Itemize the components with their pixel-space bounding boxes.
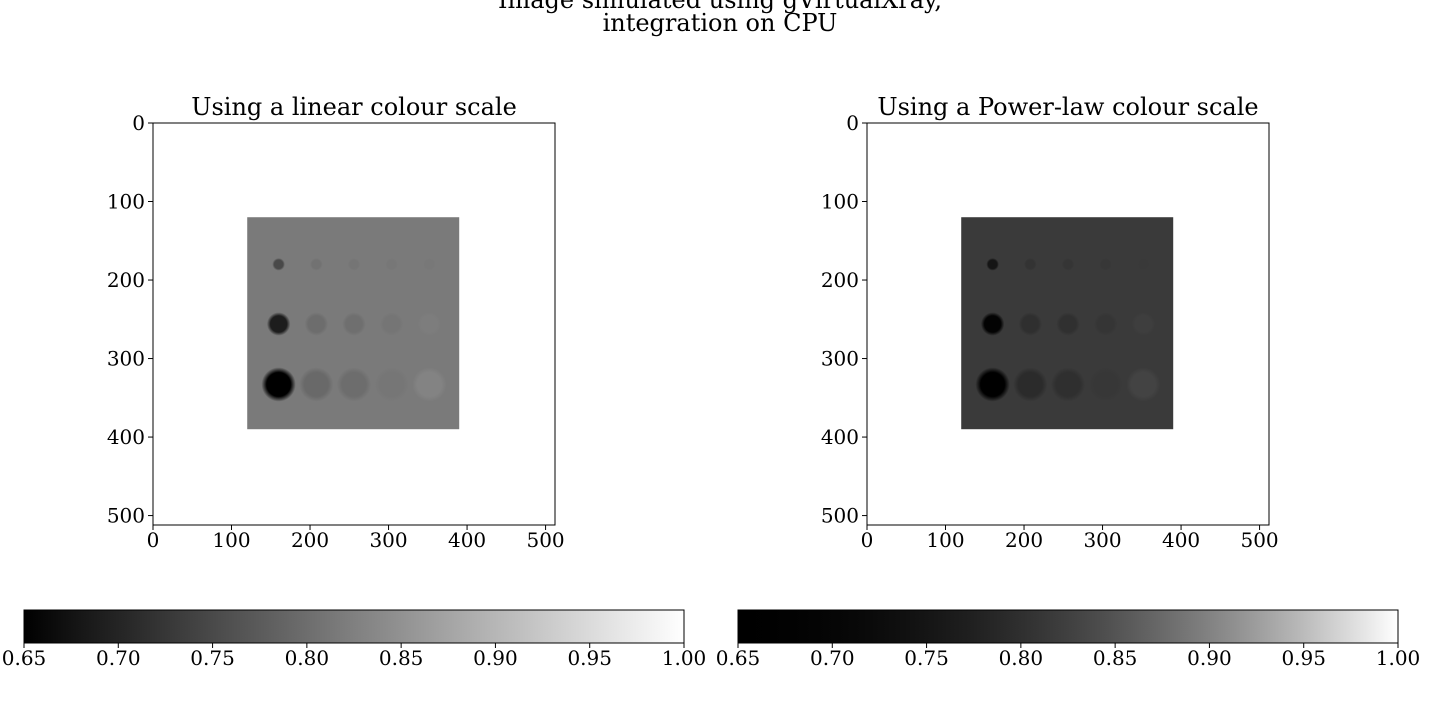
insert-disc xyxy=(1126,367,1161,402)
y-tick-label: 100 xyxy=(821,190,859,214)
x-tick-label: 200 xyxy=(291,528,329,552)
y-tick-label: 500 xyxy=(821,504,859,528)
colorbar-tick-label: 0.85 xyxy=(379,646,424,670)
figure-title-line-2: integration on CPU xyxy=(602,9,838,37)
x-tick-label: 500 xyxy=(526,528,564,552)
insert-disc xyxy=(261,367,296,402)
colorbar-tick-label: 1.00 xyxy=(662,646,707,670)
insert-disc xyxy=(309,258,323,271)
insert-disc xyxy=(1088,367,1123,402)
x-tick-label: 0 xyxy=(861,528,874,552)
insert-disc xyxy=(980,312,1005,336)
colorbar-tick-label: 0.80 xyxy=(999,646,1044,670)
colorbar-tick-label: 0.90 xyxy=(473,646,518,670)
colorbar-tick-label: 0.75 xyxy=(190,646,235,670)
axes-frame xyxy=(152,122,556,526)
colorbar-tick-label: 0.75 xyxy=(904,646,949,670)
x-tick-label: 100 xyxy=(212,528,250,552)
panel-1-title: Using a linear colour scale xyxy=(191,93,517,121)
insert-disc xyxy=(1013,367,1048,402)
insert-disc xyxy=(1099,258,1113,271)
y-tick-label: 200 xyxy=(107,268,145,292)
colorbar-tick-label: 0.65 xyxy=(716,646,761,670)
x-tick-label: 300 xyxy=(369,528,407,552)
insert-disc xyxy=(1050,367,1086,402)
figure-title-line-1: Image simulated using gVirtualXray, xyxy=(497,0,943,14)
insert-disc xyxy=(1093,312,1118,336)
x-tick-label: 300 xyxy=(1083,528,1121,552)
insert-disc xyxy=(1061,258,1075,271)
insert-disc xyxy=(266,312,291,336)
insert-disc xyxy=(1056,312,1080,336)
insert-disc xyxy=(336,367,372,402)
x-tick-label: 500 xyxy=(1240,528,1278,552)
insert-disc xyxy=(304,312,329,336)
colorbar-tick-label: 0.95 xyxy=(1281,646,1326,670)
insert-disc xyxy=(379,312,404,336)
x-tick-label: 0 xyxy=(147,528,160,552)
panel-2-title: Using a Power-law colour scale xyxy=(877,93,1258,121)
y-tick-label: 500 xyxy=(107,504,145,528)
axes-frame xyxy=(866,122,1270,526)
y-tick-label: 0 xyxy=(846,111,859,135)
insert-disc xyxy=(1131,312,1156,336)
colorbar-tick-label: 0.65 xyxy=(2,646,47,670)
insert-disc xyxy=(975,367,1010,402)
x-tick-label: 200 xyxy=(1005,528,1043,552)
insert-disc xyxy=(1018,312,1043,336)
colorbar-tick-label: 0.90 xyxy=(1187,646,1232,670)
insert-disc xyxy=(986,258,999,271)
y-tick-label: 100 xyxy=(107,190,145,214)
y-tick-label: 400 xyxy=(107,425,145,449)
insert-disc xyxy=(417,312,442,336)
y-tick-label: 400 xyxy=(821,425,859,449)
insert-disc xyxy=(342,312,366,336)
x-tick-label: 400 xyxy=(1162,528,1200,552)
insert-disc xyxy=(412,367,447,402)
colorbar-tick-label: 0.95 xyxy=(567,646,612,670)
colorbar-tick-label: 0.80 xyxy=(285,646,330,670)
colorbar-tick-label: 0.70 xyxy=(810,646,855,670)
insert-disc xyxy=(1137,258,1150,271)
insert-disc xyxy=(299,367,334,402)
colorbar-1 xyxy=(23,609,685,644)
insert-disc xyxy=(374,367,409,402)
colorbar-tick-label: 0.70 xyxy=(96,646,141,670)
panel-2: Using a Power-law colour scale 0 100 200 300… xyxy=(716,93,1421,670)
insert-disc xyxy=(423,258,436,271)
panel-1: Using a linear colour scale 0 100 200 300 400… xyxy=(2,93,707,670)
insert-disc xyxy=(347,258,361,271)
x-tick-label: 400 xyxy=(448,528,486,552)
colorbar-tick-label: 0.85 xyxy=(1093,646,1138,670)
x-tick-label: 100 xyxy=(926,528,964,552)
y-tick-label: 200 xyxy=(821,268,859,292)
y-tick-label: 300 xyxy=(821,347,859,371)
insert-disc xyxy=(272,258,285,271)
colorbar-2 xyxy=(737,609,1399,644)
insert-disc xyxy=(385,258,399,271)
y-tick-label: 0 xyxy=(132,111,145,135)
colorbar-tick-label: 1.00 xyxy=(1376,646,1421,670)
y-tick-label: 300 xyxy=(107,347,145,371)
insert-disc xyxy=(1023,258,1037,271)
